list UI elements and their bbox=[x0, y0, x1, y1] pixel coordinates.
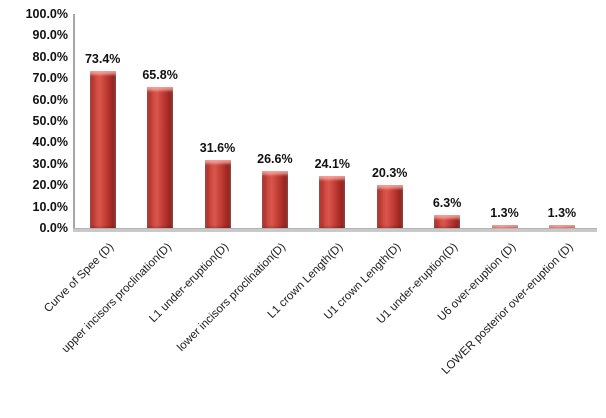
bar bbox=[376, 184, 403, 228]
y-axis-tick-label: 30.0% bbox=[32, 156, 68, 171]
bar bbox=[204, 160, 231, 228]
bar-value-label: 24.1% bbox=[314, 157, 351, 172]
y-axis-tick-label: 60.0% bbox=[32, 92, 68, 107]
bar-value-label: 31.6% bbox=[199, 141, 236, 156]
y-axis-tick-label: 40.0% bbox=[32, 135, 68, 150]
y-axis-tick-label: 0.0% bbox=[39, 221, 69, 235]
y-axis-line bbox=[73, 14, 75, 228]
y-axis-tick-label: 50.0% bbox=[32, 114, 68, 128]
x-axis-line bbox=[73, 228, 597, 232]
bar bbox=[548, 225, 575, 230]
bar bbox=[261, 171, 288, 228]
bar-value-label: 73.4% bbox=[84, 51, 121, 66]
bar-value-label: 65.8% bbox=[142, 68, 178, 83]
y-axis-tick-label: 70.0% bbox=[32, 71, 68, 86]
x-axis-category-label: upper incisors proclination(D) bbox=[59, 241, 174, 356]
bar-value-label: 26.6% bbox=[257, 152, 293, 167]
bar-value-label: 1.3% bbox=[490, 206, 519, 221]
y-axis-tick-label: 90.0% bbox=[32, 28, 68, 43]
bar-value-label: 6.3% bbox=[432, 195, 462, 210]
bar-value-label: 1.3% bbox=[547, 206, 577, 221]
bar bbox=[89, 70, 116, 228]
x-axis-category-label: LOWER posterior over-eruption (D) bbox=[439, 241, 576, 377]
x-axis-category-label: lower incisors proclination(D) bbox=[175, 241, 289, 354]
y-axis-tick-label: 10.0% bbox=[32, 199, 68, 214]
bar bbox=[319, 176, 346, 228]
bar bbox=[147, 87, 174, 228]
y-axis-tick-label: 100.0% bbox=[25, 7, 68, 21]
bar bbox=[491, 225, 518, 230]
y-axis-tick-label: 80.0% bbox=[32, 49, 68, 64]
bar bbox=[434, 214, 461, 228]
y-axis-tick-label: 20.0% bbox=[32, 178, 68, 193]
bar-value-label: 20.3% bbox=[371, 165, 408, 180]
